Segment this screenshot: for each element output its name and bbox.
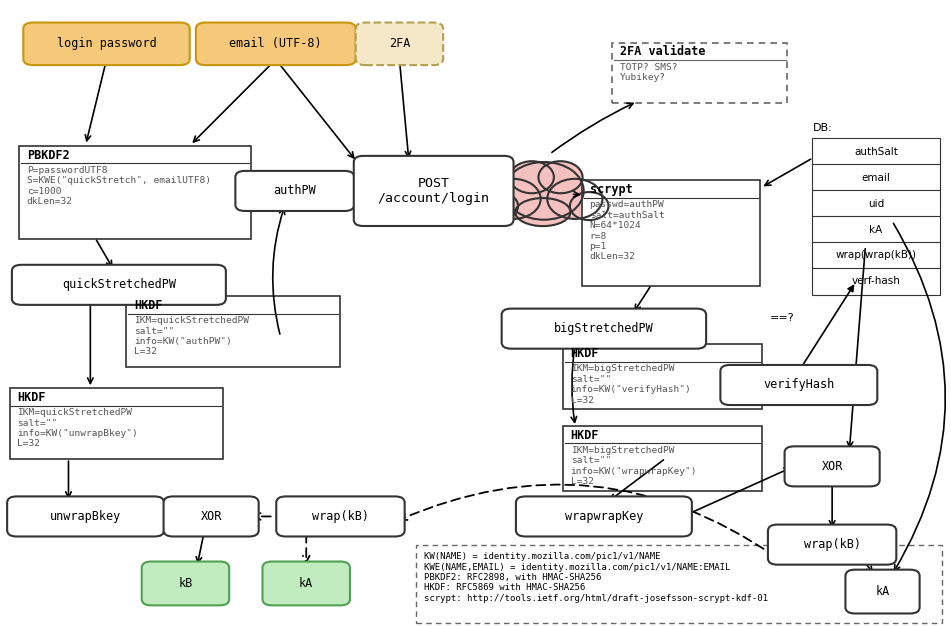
Text: email (UTF-8): email (UTF-8) bbox=[229, 38, 322, 50]
FancyBboxPatch shape bbox=[812, 138, 940, 165]
FancyBboxPatch shape bbox=[236, 171, 354, 211]
FancyBboxPatch shape bbox=[142, 562, 229, 605]
FancyBboxPatch shape bbox=[356, 23, 443, 65]
Text: kA: kA bbox=[869, 225, 883, 235]
Ellipse shape bbox=[570, 192, 609, 220]
Text: wrap(kB): wrap(kB) bbox=[312, 510, 369, 523]
Text: login password: login password bbox=[57, 38, 156, 50]
FancyBboxPatch shape bbox=[196, 23, 356, 65]
Text: kB: kB bbox=[179, 577, 192, 590]
Text: wrapwrapKey: wrapwrapKey bbox=[565, 510, 643, 523]
Text: verf-hash: verf-hash bbox=[851, 276, 901, 286]
Text: PBKDF2: PBKDF2 bbox=[27, 149, 69, 162]
FancyBboxPatch shape bbox=[812, 268, 940, 295]
Text: KW(NAME) = identity.mozilla.com/pic1/v1/NAME
KWE(NAME,EMAIL) = identity.mozilla.: KW(NAME) = identity.mozilla.com/pic1/v1/… bbox=[424, 552, 768, 603]
FancyBboxPatch shape bbox=[812, 190, 940, 217]
Text: IKM=bigStretchedPW
salt=""
info=KW("verifyHash")
L=32: IKM=bigStretchedPW salt="" info=KW("veri… bbox=[571, 364, 691, 404]
FancyBboxPatch shape bbox=[785, 446, 880, 486]
FancyBboxPatch shape bbox=[164, 496, 259, 536]
Text: IKM=quickStretchedPW
salt=""
info=KW("unwrapBkey")
L=32: IKM=quickStretchedPW salt="" info=KW("un… bbox=[17, 408, 138, 448]
FancyBboxPatch shape bbox=[12, 265, 225, 305]
Text: IKM=bigStretchedPW
salt=""
info=KW("wrapwrapKey")
L=32: IKM=bigStretchedPW salt="" info=KW("wrap… bbox=[571, 446, 697, 486]
FancyBboxPatch shape bbox=[276, 496, 404, 536]
Text: wrap(wrap(kB)): wrap(wrap(kB)) bbox=[835, 250, 917, 260]
Text: XOR: XOR bbox=[822, 460, 843, 473]
Ellipse shape bbox=[486, 179, 541, 219]
Text: bigStretchedPW: bigStretchedPW bbox=[554, 322, 653, 335]
Text: POST
/account/login: POST /account/login bbox=[378, 177, 490, 205]
FancyBboxPatch shape bbox=[768, 525, 896, 565]
Text: DB:: DB: bbox=[813, 123, 833, 133]
FancyBboxPatch shape bbox=[10, 388, 223, 459]
Text: XOR: XOR bbox=[201, 510, 222, 523]
Text: TOTP? SMS?
Yubikey?: TOTP? SMS? Yubikey? bbox=[620, 63, 677, 82]
FancyBboxPatch shape bbox=[502, 309, 706, 349]
Text: authSalt: authSalt bbox=[854, 147, 898, 157]
FancyBboxPatch shape bbox=[563, 426, 762, 491]
Text: kA: kA bbox=[876, 585, 889, 598]
Text: HKDF: HKDF bbox=[571, 429, 599, 441]
Ellipse shape bbox=[515, 198, 571, 226]
FancyBboxPatch shape bbox=[721, 365, 877, 405]
FancyBboxPatch shape bbox=[812, 216, 940, 243]
Text: kA: kA bbox=[300, 577, 313, 590]
FancyBboxPatch shape bbox=[563, 344, 762, 409]
Ellipse shape bbox=[538, 162, 583, 193]
Ellipse shape bbox=[479, 192, 518, 220]
FancyBboxPatch shape bbox=[23, 23, 189, 65]
Text: authPW: authPW bbox=[274, 185, 316, 197]
FancyBboxPatch shape bbox=[126, 296, 340, 367]
Text: scrypt: scrypt bbox=[590, 183, 632, 196]
Text: HKDF: HKDF bbox=[134, 299, 163, 312]
Text: uid: uid bbox=[867, 198, 884, 208]
Text: email: email bbox=[862, 173, 890, 183]
Text: IKM=quickStretchedPW
salt=""
info=KW("authPW")
L=32: IKM=quickStretchedPW salt="" info=KW("au… bbox=[134, 316, 249, 356]
FancyBboxPatch shape bbox=[354, 156, 514, 226]
Text: 2FA validate: 2FA validate bbox=[620, 46, 706, 58]
Text: HKDF: HKDF bbox=[17, 391, 46, 404]
Text: 2FA: 2FA bbox=[389, 38, 410, 50]
FancyBboxPatch shape bbox=[612, 43, 787, 103]
Text: quickStretchedPW: quickStretchedPW bbox=[62, 279, 176, 291]
FancyBboxPatch shape bbox=[19, 146, 251, 239]
FancyBboxPatch shape bbox=[515, 496, 692, 536]
FancyBboxPatch shape bbox=[845, 570, 920, 613]
FancyBboxPatch shape bbox=[812, 164, 940, 192]
FancyBboxPatch shape bbox=[8, 496, 164, 536]
FancyBboxPatch shape bbox=[582, 180, 760, 286]
FancyBboxPatch shape bbox=[262, 562, 350, 605]
Ellipse shape bbox=[504, 162, 584, 220]
FancyBboxPatch shape bbox=[416, 545, 942, 623]
Text: unwrapBkey: unwrapBkey bbox=[50, 510, 121, 523]
Text: wrap(kB): wrap(kB) bbox=[804, 538, 861, 551]
FancyBboxPatch shape bbox=[812, 242, 940, 269]
Text: passwd=authPW
salt=authSalt
N=64*1024
r=8
p=1
dkLen=32: passwd=authPW salt=authSalt N=64*1024 r=… bbox=[590, 200, 665, 261]
Text: HKDF: HKDF bbox=[571, 347, 599, 360]
Text: verifyHash: verifyHash bbox=[764, 379, 834, 391]
Ellipse shape bbox=[510, 162, 553, 193]
Text: P=passwordUTF8
S=KWE("quickStretch", emailUTF8)
c=1000
dkLen=32: P=passwordUTF8 S=KWE("quickStretch", ema… bbox=[27, 166, 210, 206]
Text: ==?: ==? bbox=[769, 313, 794, 323]
Ellipse shape bbox=[547, 179, 602, 219]
